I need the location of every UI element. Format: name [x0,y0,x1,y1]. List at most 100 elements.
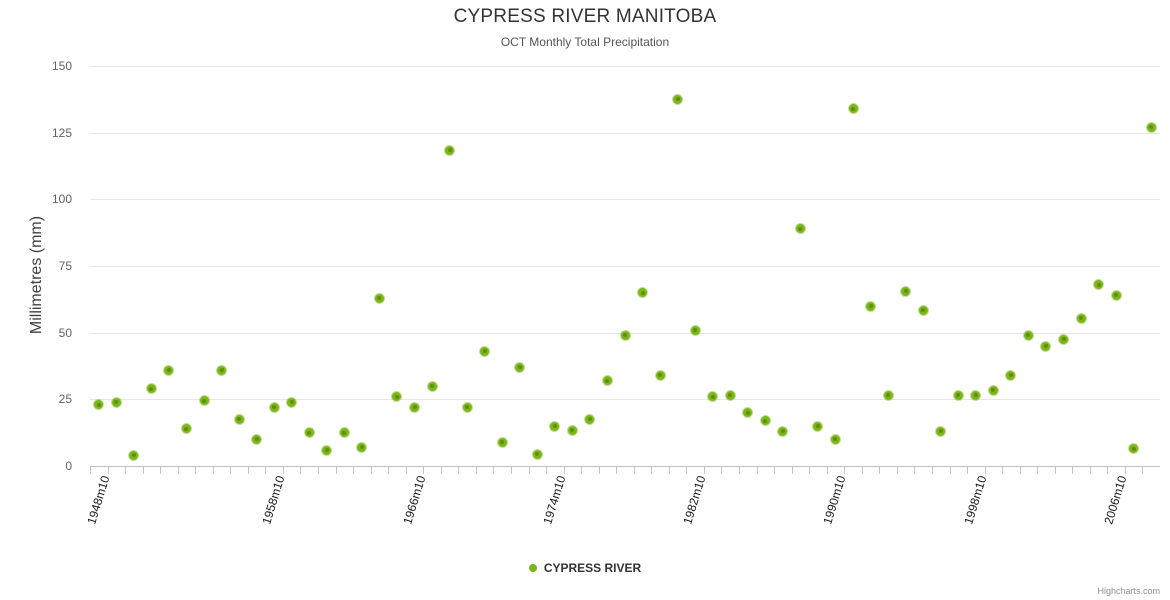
chart-subtitle: OCT Monthly Total Precipitation [500,35,670,49]
legend-item-cypress-river[interactable]: CYPRESS RIVER [528,561,642,575]
x-tick-label: 1948m10 [84,474,113,526]
data-point[interactable] [866,301,876,311]
data-point[interactable] [883,390,893,400]
data-point[interactable] [94,400,104,410]
data-point[interactable] [673,94,683,104]
data-point[interactable] [953,390,963,400]
x-tick [985,467,986,474]
data-point[interactable] [392,392,402,402]
data-point[interactable] [988,385,998,395]
data-point[interactable] [918,305,928,315]
y-tick-label: 100 [51,192,72,207]
data-point[interactable] [936,426,946,436]
data-point[interactable] [217,365,227,375]
x-tick [300,467,301,474]
data-point[interactable] [725,390,735,400]
data-point[interactable] [199,396,209,406]
data-point[interactable] [550,421,560,431]
data-point[interactable] [743,408,753,418]
x-tick [967,467,968,474]
data-point[interactable] [497,437,507,447]
chart-title: CYPRESS RIVER MANITOBA [453,6,717,27]
data-point[interactable] [427,381,437,391]
x-tick [476,467,477,474]
x-tick [213,467,214,474]
x-tick [511,467,512,474]
data-point[interactable] [655,370,665,380]
x-tick [493,467,494,474]
data-point[interactable] [410,402,419,412]
x-tick [423,467,424,474]
y-tick-label: 150 [51,59,72,73]
data-point[interactable] [181,424,191,434]
data-point[interactable] [339,428,349,438]
data-point[interactable] [760,416,770,426]
data-point[interactable] [795,224,805,234]
chart-legend: CYPRESS RIVER [0,561,1170,575]
data-point[interactable] [252,434,262,444]
data-point[interactable] [357,442,367,452]
data-point[interactable] [1129,444,1139,454]
data-point[interactable] [690,325,700,335]
data-point[interactable] [602,376,612,386]
grid-line [90,132,1160,134]
x-tick [371,467,372,474]
x-tick [809,467,810,474]
data-point[interactable] [638,288,648,298]
y-tick-label: 25 [58,392,72,407]
x-tick [178,467,179,474]
data-point[interactable] [585,414,595,424]
x-tick [581,467,582,474]
data-point[interactable] [374,293,384,303]
data-point[interactable] [1023,330,1033,340]
data-point[interactable] [129,450,139,460]
x-tick [792,467,793,474]
data-point[interactable] [567,425,577,435]
data-point[interactable] [480,346,490,356]
grid-line [90,399,1160,401]
data-point[interactable] [848,104,858,114]
highcharts-credits-link[interactable]: Highcharts.com [1097,586,1160,596]
y-tick-label: 50 [58,325,72,340]
data-point[interactable] [304,428,314,438]
data-point[interactable] [532,449,542,459]
data-point[interactable] [462,402,472,412]
x-tick [1020,467,1021,474]
x-tick [318,467,319,474]
y-tick-label: 125 [51,125,72,140]
x-tick [230,467,231,474]
legend-item-label: CYPRESS RIVER [543,561,642,575]
data-point[interactable] [111,397,121,407]
x-tick [651,467,652,474]
data-point[interactable] [1094,280,1104,290]
data-point[interactable] [1059,334,1069,344]
data-point[interactable] [813,421,823,431]
data-point[interactable] [971,390,981,400]
data-point[interactable] [445,145,455,155]
data-point[interactable] [164,365,174,375]
data-point[interactable] [1006,370,1016,380]
data-point[interactable] [830,434,840,444]
x-tick [1055,467,1056,474]
data-point[interactable] [1041,341,1051,351]
data-point[interactable] [708,392,718,402]
grid-line [90,266,1160,267]
data-point[interactable] [778,426,788,436]
x-tick [546,467,547,474]
x-tick [143,467,144,474]
data-point[interactable] [146,384,156,394]
x-tick [932,467,933,474]
data-point[interactable] [1146,122,1156,132]
data-point[interactable] [269,402,279,412]
x-tick [774,467,775,474]
data-point[interactable] [234,414,244,424]
data-point[interactable] [287,397,297,407]
x-tick [1072,467,1073,474]
data-point[interactable] [1076,313,1086,323]
data-point[interactable] [515,362,525,372]
data-point[interactable] [322,445,332,455]
data-point[interactable] [620,330,630,340]
data-point[interactable] [901,286,911,296]
data-point[interactable] [1111,290,1121,300]
plot-area [90,66,1160,467]
